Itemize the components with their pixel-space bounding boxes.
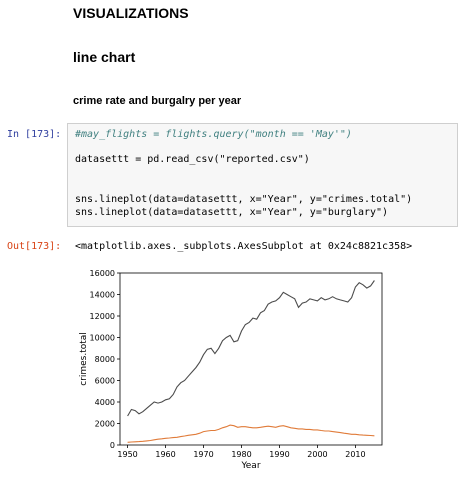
code-line-comment: #may_flights = flights.query("month == '… — [75, 129, 352, 140]
heading-chart-description: crime rate and burgalry per year — [73, 95, 242, 107]
x-tick-label: 1970 — [193, 450, 213, 459]
x-tick-label: 1980 — [231, 450, 251, 459]
x-tick-label: 1950 — [117, 450, 137, 459]
x-tick-label: 2000 — [307, 450, 327, 459]
y-tick-label: 10000 — [90, 334, 115, 343]
output-text: <matplotlib.axes._subplots.AxesSubplot a… — [75, 241, 413, 252]
code-line-read-csv: datasettt = pd.read_csv("reported.csv") — [75, 154, 310, 165]
y-axis-ticks: 0 2000 4000 6000 8000 10000 12000 14000 16000 — [90, 269, 120, 450]
x-axis-ticks: 1950 1960 1970 1980 1990 2000 2010 — [117, 445, 366, 459]
output-prompt: Out[173]: — [7, 241, 62, 252]
y-tick-label: 0 — [110, 441, 115, 450]
series-line-1 — [127, 424, 375, 443]
y-tick-label: 16000 — [90, 269, 115, 278]
input-prompt: In [173]: — [7, 129, 62, 140]
series-line-0 — [127, 280, 375, 417]
heading-line-chart: line chart — [73, 49, 136, 65]
y-axis-label: crimes.total — [79, 332, 89, 386]
heading-visualizations: VISUALIZATIONS — [73, 5, 189, 21]
y-tick-label: 12000 — [90, 312, 115, 321]
y-tick-label: 8000 — [95, 355, 115, 364]
x-tick-label: 2010 — [345, 450, 365, 459]
code-line-lineplot-total: sns.lineplot(data=datasettt, x="Year", y… — [75, 194, 413, 205]
line-chart: 1950 1960 1970 1980 1990 2000 2010 0 2000 4000 60… — [79, 269, 383, 471]
y-tick-label: 4000 — [95, 398, 115, 407]
code-cell[interactable]: #may_flights = flights.query("month == '… — [67, 123, 458, 227]
chart-lines — [127, 280, 375, 443]
code-line-lineplot-burglary: sns.lineplot(data=datasettt, x="Year", y… — [75, 207, 389, 218]
x-tick-label: 1990 — [269, 450, 289, 459]
y-tick-label: 6000 — [95, 377, 115, 386]
x-axis-label: Year — [240, 461, 260, 471]
y-tick-label: 2000 — [95, 420, 115, 429]
plot-frame — [119, 272, 383, 446]
x-tick-label: 1960 — [155, 450, 175, 459]
y-tick-label: 14000 — [90, 291, 115, 300]
